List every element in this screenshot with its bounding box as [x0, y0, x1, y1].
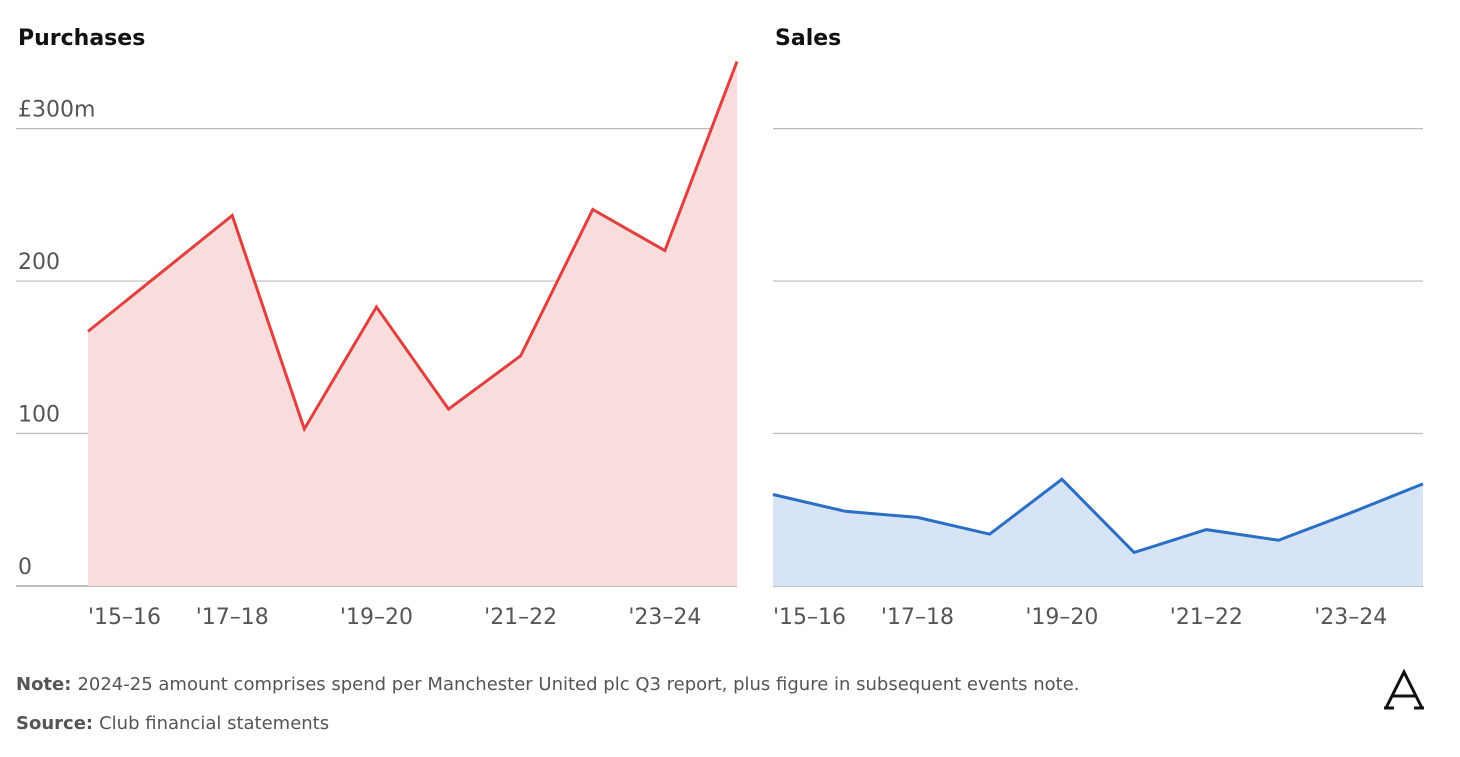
chart-title: Purchases: [18, 26, 145, 51]
note-label: Note:: [16, 674, 71, 695]
area: [88, 61, 737, 586]
y-tick-label: £300m: [18, 98, 95, 123]
x-tick-label: '17–18: [196, 605, 269, 630]
logo: [1384, 668, 1424, 710]
logo-mark: [1384, 668, 1424, 710]
x-tick-label: '19–20: [340, 605, 413, 630]
x-tick-label: '23–24: [628, 605, 701, 630]
line: [772, 477, 1424, 555]
x-tick-label: '23–24: [1314, 605, 1387, 630]
y-tick-label: 200: [18, 250, 60, 275]
line: [87, 60, 739, 433]
x-tick-label: '21–22: [1170, 605, 1243, 630]
chart-title: Sales: [775, 26, 841, 51]
x-tick-label: '15–16: [773, 605, 846, 630]
x-tick-label: '15–16: [88, 605, 161, 630]
x-tick-label: '21–22: [484, 605, 557, 630]
source: Source: Club financial statements: [16, 713, 329, 734]
y-tick-label: 0: [18, 555, 32, 580]
x-tick-label: '19–20: [1025, 605, 1098, 630]
x-tick-label: '17–18: [881, 605, 954, 630]
source-label: Source:: [16, 713, 93, 734]
y-tick-label: 100: [18, 403, 60, 428]
source-text: Club financial statements: [99, 713, 329, 734]
note-text: 2024-25 amount comprises spend per Manch…: [77, 674, 1079, 695]
note: Note: 2024-25 amount comprises spend per …: [16, 674, 1080, 695]
area: [773, 479, 1423, 586]
